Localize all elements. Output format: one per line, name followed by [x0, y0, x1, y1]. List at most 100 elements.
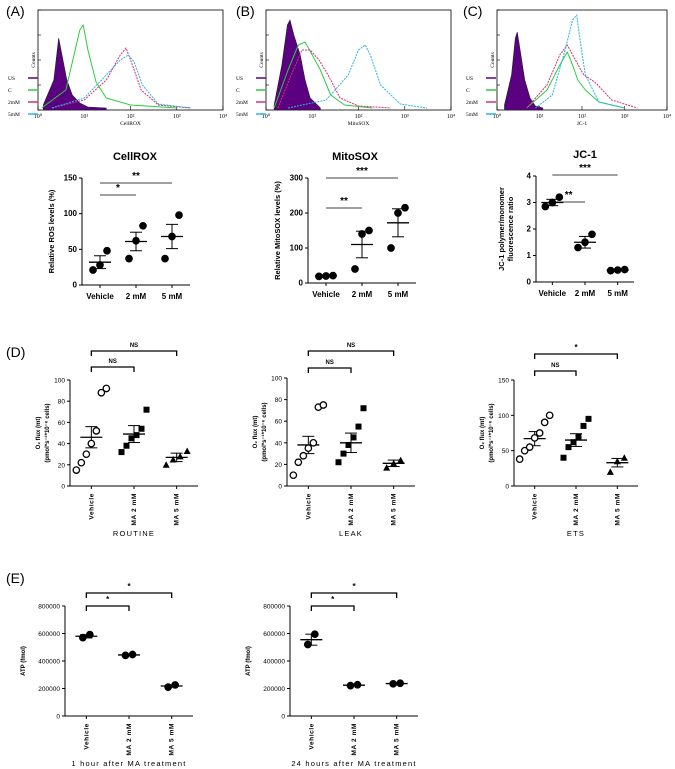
significance-bar — [310, 592, 398, 598]
panel-label-d: (D) — [6, 344, 25, 360]
x-tick-label: 5 mM — [162, 292, 183, 301]
x-tick-label: Vehicle — [88, 493, 95, 520]
histogram-5mm — [535, 14, 625, 109]
panel-label-b: (B) — [236, 3, 255, 19]
significance-label: NS — [325, 360, 333, 366]
x-tick-label: Vehicle — [532, 493, 539, 520]
legend-label: C — [8, 88, 12, 94]
significance-label: * — [116, 183, 120, 194]
significance-label: ** — [565, 190, 573, 201]
y-tick-label: 600000 — [38, 631, 60, 638]
jc1-chart: JC-1 0 1 2 3 4 JC-1 polymer/monomer fluorescenc… — [497, 149, 634, 298]
data-point — [164, 683, 173, 691]
legend-label: C — [236, 88, 240, 94]
data-point — [353, 680, 362, 689]
y-tick-label: 20 — [275, 462, 283, 469]
x-tick-label: 10¹ — [308, 114, 316, 120]
data-point — [304, 444, 313, 453]
significance-label: *** — [579, 163, 591, 174]
legend-label: 5mM — [236, 112, 248, 118]
significance-bar — [85, 605, 130, 611]
y-axis-label: Relative MitoSOX levels (%) — [273, 181, 282, 280]
y-axis-label: ATP (fmol) — [246, 646, 252, 676]
data-point — [535, 429, 544, 437]
data-point — [92, 427, 101, 435]
y-tick-label: 1 — [527, 251, 532, 260]
x-axis-label: CellROX — [120, 121, 141, 127]
y-tick-label: 50 — [68, 245, 77, 254]
data-point — [310, 630, 319, 639]
y-axis-label: Counts — [259, 52, 265, 68]
atp-24h-chart: 0 200000 400000 600000 800000 ATP (fmol) Vehic… — [246, 582, 418, 768]
panel-label-e: (E) — [6, 570, 25, 586]
x-tick-label: 5 mM — [607, 289, 628, 298]
histogram-us — [273, 19, 321, 111]
data-point — [548, 198, 557, 207]
y-axis-label: Counts — [31, 52, 37, 68]
data-point — [319, 401, 328, 409]
data-point — [103, 246, 111, 255]
y-tick-label: 20 — [58, 462, 66, 469]
y-tick-label: 0 — [61, 484, 65, 491]
histogram-5mm — [287, 44, 427, 109]
data-point — [128, 435, 135, 442]
data-point — [389, 679, 398, 688]
panel-label-a: (A) — [6, 3, 25, 19]
data-point — [162, 461, 170, 468]
x-tick-label: Vehicle — [312, 290, 340, 299]
data-point — [121, 651, 130, 660]
data-point — [581, 238, 589, 247]
y-tick-label: 60 — [275, 419, 283, 426]
data-point — [96, 261, 104, 269]
x-tick-label: 10³ — [621, 114, 629, 120]
data-point — [102, 384, 111, 393]
x-tick-label: MA 5 mM — [169, 723, 176, 756]
data-point — [132, 236, 140, 245]
data-point — [171, 681, 180, 689]
x-tick-label: MA 5 mM — [614, 493, 621, 526]
y-tick-label: 40 — [275, 440, 283, 447]
legend-label: 2mM — [466, 100, 478, 106]
data-point — [560, 454, 567, 461]
data-point — [309, 438, 318, 447]
x-tick-label: MA 5 mM — [391, 493, 398, 526]
y-axis-label: JC-1 polymer/monomer — [497, 187, 506, 271]
x-axis-label: ETS — [567, 529, 585, 538]
data-point — [574, 243, 582, 252]
data-point — [133, 432, 140, 439]
data-point — [585, 415, 592, 422]
legend-label: 2mM — [8, 100, 20, 106]
histogram-c — [526, 51, 625, 109]
chart-title: MitoSOX — [332, 151, 378, 163]
data-point — [397, 456, 405, 464]
significance-bar — [307, 367, 352, 373]
data-point — [85, 630, 94, 639]
data-point — [365, 226, 373, 235]
y-axis-label: (pmol*s⁻¹*10⁻⁶ cells) — [488, 403, 495, 462]
y-axis-label: ATP (fmol) — [21, 646, 27, 676]
data-point — [289, 471, 298, 480]
histogram-5mm — [51, 54, 191, 109]
significance-label: NS — [551, 363, 559, 369]
significance-bar — [90, 366, 135, 372]
data-point — [345, 441, 352, 448]
significance-label: ** — [340, 196, 348, 207]
y-axis-label: Relative ROS levels (%) — [47, 189, 56, 273]
data-point — [351, 265, 359, 273]
x-tick-label: MA 5 mM — [174, 493, 181, 526]
data-point — [143, 406, 150, 413]
x-tick-label: 2 mM — [575, 289, 596, 298]
significance-bar — [90, 350, 178, 356]
data-point — [525, 443, 534, 451]
x-tick-label: MA 5 mM — [394, 723, 401, 756]
x-tick-label: MA 2 mM — [131, 493, 138, 526]
data-point — [77, 458, 86, 467]
x-tick-label: Vehicle — [308, 723, 315, 750]
mitosox-chart: MitoSOX 0 100 200 300 Relative MitoSOX levels… — [273, 151, 416, 299]
data-point — [396, 679, 405, 688]
data-point — [606, 266, 615, 275]
y-tick-label: 300 — [290, 174, 304, 183]
legend-label: US — [466, 76, 473, 82]
y-axis-label: (pmol*s⁻¹*10⁻⁶ cells) — [44, 403, 51, 462]
